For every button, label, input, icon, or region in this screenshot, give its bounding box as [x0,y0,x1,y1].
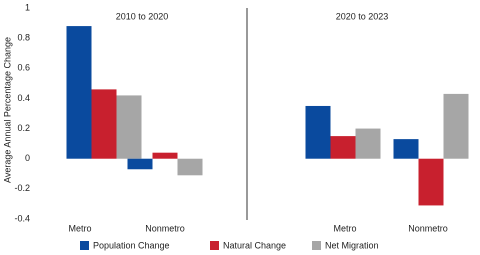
bar [66,26,92,159]
x-tick-label: Metro [68,223,91,233]
bar [443,93,469,159]
panel-title: 2020 to 2023 [336,11,389,21]
legend-label: Net Migration [325,240,379,250]
y-tick-label: 1 [25,2,30,12]
bar [305,105,331,159]
bar [91,89,117,159]
x-tick-label: Metro [333,223,356,233]
y-tick-label: -0.2 [14,183,30,193]
bar [152,152,178,159]
bar [127,158,153,170]
bar [177,158,203,176]
panel-title: 2010 to 2020 [116,11,169,21]
legend-swatch [210,241,219,250]
legend-swatch [80,241,89,250]
legend-label: Population Change [93,240,170,250]
y-axis-label: Average Annual Percentage Change [2,37,12,183]
legend-swatch [312,241,321,250]
y-tick-label: 0.4 [17,93,30,103]
bar [355,128,381,159]
y-tick-label: 0 [25,153,30,163]
x-tick-label: Nonmetro [145,223,185,233]
bar [116,95,142,159]
y-tick-label: 0.6 [17,63,30,73]
legend-label: Natural Change [223,240,286,250]
bar [393,139,419,159]
y-tick-label: 0.2 [17,123,30,133]
bar [418,158,444,206]
y-tick-label: 0.8 [17,33,30,43]
y-tick-label: -0.4 [14,213,30,223]
x-tick-label: Nonmetro [408,223,448,233]
bar [330,136,356,159]
